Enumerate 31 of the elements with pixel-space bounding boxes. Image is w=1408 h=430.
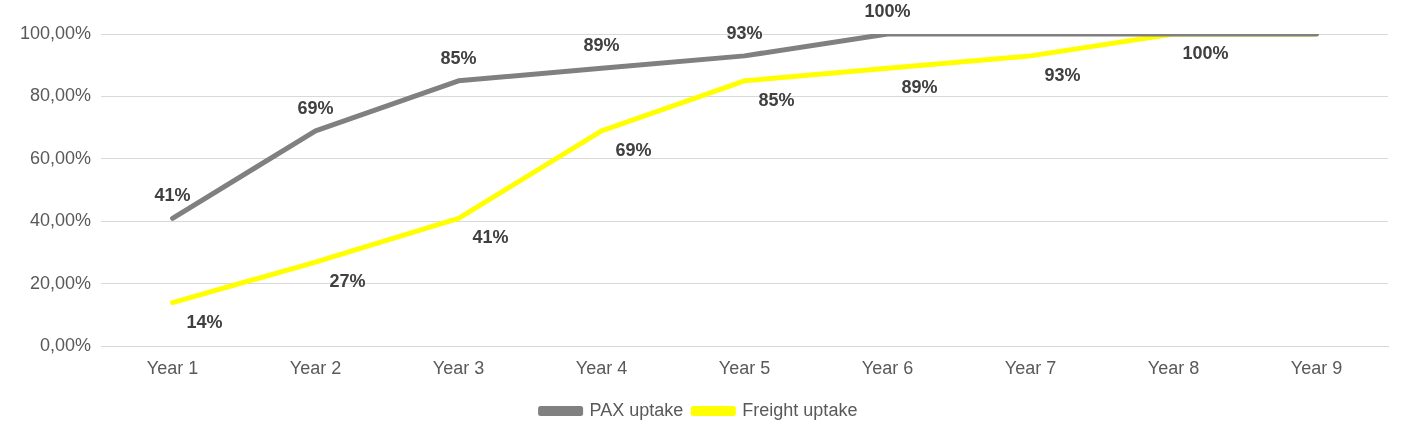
data-label: 14% (186, 311, 223, 332)
data-label: 85% (758, 89, 795, 110)
y-tick-label: 100,00% (20, 22, 92, 43)
data-label: 69% (615, 139, 652, 160)
y-tick-label: 80,00% (30, 85, 92, 106)
data-label: 93% (1044, 64, 1081, 85)
x-tick-label: Year 7 (1004, 358, 1057, 379)
data-label: 100% (864, 0, 911, 21)
data-label: 100% (1182, 42, 1229, 63)
data-label: 85% (440, 47, 477, 68)
data-label: 27% (329, 271, 366, 292)
data-label: 89% (901, 77, 938, 98)
y-tick-label: 60,00% (30, 147, 92, 168)
data-label: 41% (472, 227, 509, 248)
x-tick-label: Year 1 (146, 358, 199, 379)
x-tick-label: Year 2 (289, 358, 342, 379)
data-label: 41% (154, 185, 191, 206)
x-tick-label: Year 9 (1290, 358, 1343, 379)
x-tick-label: Year 4 (575, 358, 628, 379)
data-label: 89% (583, 35, 620, 56)
x-tick-label: Year 6 (861, 358, 914, 379)
x-tick-label: Year 3 (432, 358, 485, 379)
y-tick-label: 0,00% (40, 335, 92, 356)
y-tick-label: 40,00% (30, 210, 92, 231)
x-tick-label: Year 5 (718, 358, 771, 379)
x-tick-label: Year 8 (1147, 358, 1200, 379)
data-label: 69% (297, 97, 334, 118)
y-tick-label: 20,00% (30, 272, 92, 293)
data-label: 93% (726, 22, 763, 43)
legend-label: PAX uptake (589, 399, 684, 420)
legend-label: Freight uptake (742, 399, 858, 420)
